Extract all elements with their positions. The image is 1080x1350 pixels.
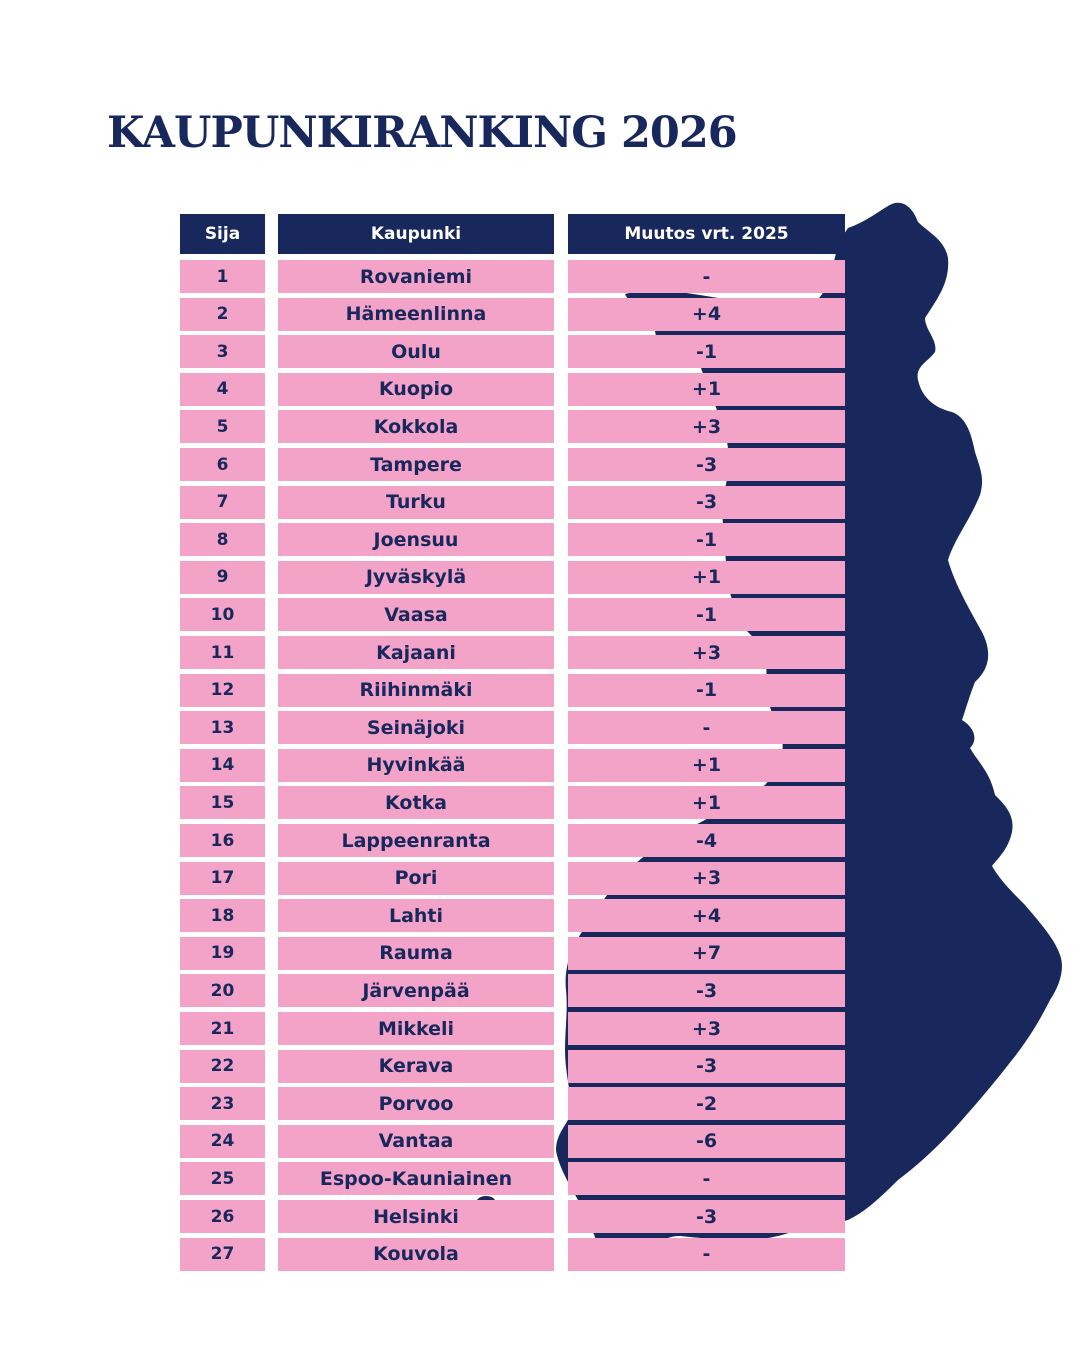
city-cell: Rauma	[278, 936, 554, 970]
change-cell: -6	[568, 1124, 845, 1158]
city-cell: Oulu	[278, 335, 554, 369]
change-cell: -3	[568, 448, 845, 481]
rank-cell: 8	[180, 523, 265, 557]
rank-cell: 7	[180, 485, 265, 519]
change-cell: +1	[568, 372, 845, 406]
rank-cell: 1	[180, 260, 265, 293]
city-cell: Kotka	[278, 786, 554, 820]
city-cell: Helsinki	[278, 1200, 554, 1233]
rank-cell: 12	[180, 673, 265, 707]
change-cell: -	[568, 711, 845, 745]
header-city: Kaupunki	[278, 214, 554, 254]
change-cell: -3	[568, 1049, 845, 1083]
city-cell: Tampere	[278, 448, 554, 481]
rank-cell: 10	[180, 598, 265, 632]
city-cell: Kerava	[278, 1049, 554, 1083]
city-cell: Kokkola	[278, 410, 554, 444]
city-cell: Vaasa	[278, 598, 554, 632]
change-cell: +1	[568, 560, 845, 594]
rank-cell: 3	[180, 335, 265, 369]
change-cell: +7	[568, 936, 845, 970]
rank-cell: 25	[180, 1162, 265, 1196]
city-cell: Kouvola	[278, 1237, 554, 1271]
change-cell: -1	[568, 673, 845, 707]
header-change: Muutos vrt. 2025	[568, 214, 845, 254]
change-cell: +1	[568, 786, 845, 820]
change-cell: +3	[568, 636, 845, 669]
change-cell: -4	[568, 824, 845, 857]
city-cell: Jyväskylä	[278, 560, 554, 594]
change-cell: -1	[568, 335, 845, 369]
rank-cell: 5	[180, 410, 265, 444]
city-cell: Kuopio	[278, 372, 554, 406]
rank-cell: 20	[180, 974, 265, 1008]
rank-cell: 26	[180, 1200, 265, 1233]
rank-cell: 21	[180, 1012, 265, 1045]
rank-cell: 4	[180, 372, 265, 406]
rank-cell: 16	[180, 824, 265, 857]
city-cell: Järvenpää	[278, 974, 554, 1008]
change-cell: -	[568, 1237, 845, 1271]
change-cell: +3	[568, 1012, 845, 1045]
city-cell: Rovaniemi	[278, 260, 554, 293]
change-cell: -1	[568, 598, 845, 632]
change-cell: -3	[568, 974, 845, 1008]
rank-cell: 15	[180, 786, 265, 820]
change-cell: -	[568, 260, 845, 293]
change-cell: -2	[568, 1087, 845, 1121]
change-cell: +4	[568, 899, 845, 933]
change-cell: -3	[568, 485, 845, 519]
city-cell: Hyvinkää	[278, 748, 554, 782]
rank-cell: 24	[180, 1124, 265, 1158]
city-cell: Vantaa	[278, 1124, 554, 1158]
city-cell: Espoo-Kauniainen	[278, 1162, 554, 1196]
change-cell: +3	[568, 410, 845, 444]
city-cell: Pori	[278, 861, 554, 895]
rank-cell: 14	[180, 748, 265, 782]
city-cell: Lahti	[278, 899, 554, 933]
city-cell: Riihinmäki	[278, 673, 554, 707]
city-cell: Porvoo	[278, 1087, 554, 1121]
change-cell: +1	[568, 748, 845, 782]
rank-cell: 19	[180, 936, 265, 970]
city-cell: Turku	[278, 485, 554, 519]
change-cell: -	[568, 1162, 845, 1196]
rank-cell: 23	[180, 1087, 265, 1121]
rank-cell: 2	[180, 297, 265, 331]
city-cell: Kajaani	[278, 636, 554, 669]
city-cell: Seinäjoki	[278, 711, 554, 745]
rank-cell: 13	[180, 711, 265, 745]
change-cell: -1	[568, 523, 845, 557]
rank-cell: 22	[180, 1049, 265, 1083]
rank-cell: 11	[180, 636, 265, 669]
city-cell: Joensuu	[278, 523, 554, 557]
page-title: KAUPUNKIRANKING 2026	[107, 108, 738, 158]
city-cell: Hämeenlinna	[278, 297, 554, 331]
rank-cell: 6	[180, 448, 265, 481]
change-cell: +3	[568, 861, 845, 895]
header-rank: Sija	[180, 214, 265, 254]
rank-cell: 18	[180, 899, 265, 933]
change-cell: +4	[568, 297, 845, 331]
change-cell: -3	[568, 1200, 845, 1233]
rank-cell: 9	[180, 560, 265, 594]
city-cell: Lappeenranta	[278, 824, 554, 857]
rank-cell: 17	[180, 861, 265, 895]
city-cell: Mikkeli	[278, 1012, 554, 1045]
rank-cell: 27	[180, 1237, 265, 1271]
